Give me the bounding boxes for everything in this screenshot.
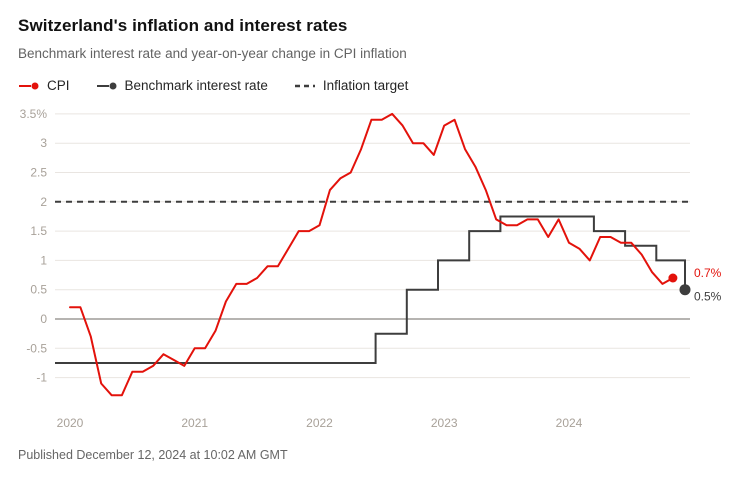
chart-header: Switzerland's inflation and interest rat…: [0, 0, 745, 61]
legend-item-benchmark: Benchmark interest rate: [96, 78, 268, 93]
y-tick-label: 2.5: [30, 166, 47, 180]
legend-label-benchmark: Benchmark interest rate: [124, 78, 268, 93]
x-tick-label: 2022: [306, 416, 333, 430]
x-tick-label: 2024: [556, 416, 583, 430]
x-tick-label: 2020: [57, 416, 84, 430]
benchmark-end-dot: [679, 284, 691, 296]
y-tick-label: 1.5: [30, 224, 47, 238]
legend-item-cpi: CPI: [18, 78, 70, 93]
benchmark-line-dot-icon: [96, 82, 117, 89]
y-tick-label: -1: [36, 371, 47, 385]
legend-label-cpi: CPI: [47, 78, 70, 93]
y-tick-label: 0.5: [30, 283, 47, 297]
y-tick-label: 0: [40, 312, 47, 326]
y-tick-label: -0.5: [26, 341, 47, 355]
benchmark-rate-line: [55, 215, 686, 364]
cpi-line-dot-icon: [19, 82, 39, 89]
legend-item-inflation-target: Inflation target: [294, 78, 409, 93]
legend: CPI Benchmark interest rate Inflation ta…: [0, 78, 745, 93]
cpi-end-dot: [668, 273, 678, 283]
benchmark-end-label: 0.5%: [694, 290, 722, 304]
chart-subtitle: Benchmark interest rate and year-on-year…: [18, 46, 407, 61]
y-tick-label: 3.5%: [20, 107, 48, 121]
chart-svg: -1 -0.5 0 0.5 1 1.5 2 2.5 3 3.5% 2020 2021 2022 2023 2…: [20, 107, 722, 430]
legend-label-inflation-target: Inflation target: [322, 78, 409, 93]
x-tick-label: 2021: [181, 416, 208, 430]
published-note: Published December 12, 2024 at 10:02 AM …: [18, 448, 288, 462]
cpi-line: [69, 112, 674, 397]
chart-title: Switzerland's inflation and interest rat…: [18, 16, 348, 35]
inflation-target-dash-icon: [294, 84, 315, 87]
y-tick-label: 2: [40, 195, 47, 209]
y-tick-label: 3: [40, 136, 47, 150]
y-tick-label: 1: [40, 253, 47, 267]
x-tick-label: 2023: [431, 416, 458, 430]
cpi-end-label: 0.7%: [694, 266, 722, 280]
